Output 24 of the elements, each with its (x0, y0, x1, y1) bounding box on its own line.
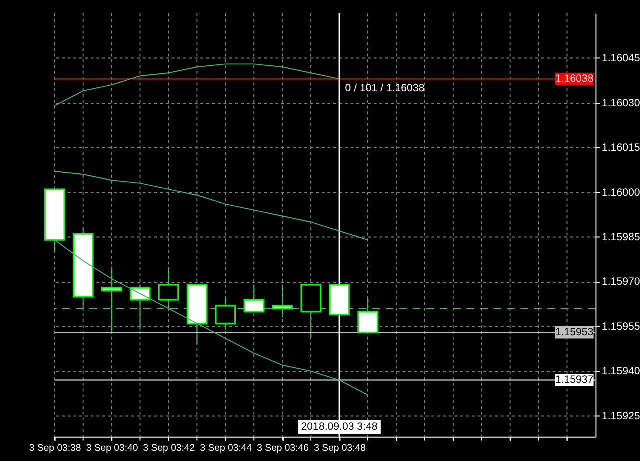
y-tick-label: 1.16030 (602, 97, 640, 110)
line-series (54, 64, 340, 106)
ref-line-label: 2018.09.03 3:48 (301, 421, 378, 434)
y-tick-label: 1.16045 (602, 52, 640, 65)
annotation: 0 / 101 / 1.16038 (345, 82, 425, 95)
y-tick-label: 1.15925 (602, 410, 640, 422)
ref-line-label: 1.15937 (555, 374, 594, 386)
x-tick-label: 3 Sep 03:46 (257, 442, 309, 454)
y-tick-label: 1.15985 (602, 232, 640, 244)
x-tick-label: 3 Sep 03:40 (86, 442, 138, 454)
line-series (54, 240, 368, 396)
candlestick (158, 266, 180, 310)
y-tick-label: 1.15955 (602, 320, 640, 333)
x-tick-label: 3 Sep 03:42 (143, 442, 196, 454)
ref-line-label: 1.15953 (555, 326, 594, 338)
x-tick-label: 3 Sep 03:38 (29, 442, 82, 454)
ref-line-label: 1.16038 (555, 72, 594, 85)
y-tick-label: 1.16015 (602, 142, 640, 154)
y-tick-label: 1.15940 (602, 366, 640, 378)
x-tick-label: 3 Sep 03:48 (314, 442, 366, 454)
y-tick-label: 1.16000 (602, 186, 640, 199)
x-tick-label: 3 Sep 03:44 (200, 442, 253, 454)
line-series (54, 171, 368, 241)
y-tick-label: 1.15970 (602, 276, 640, 288)
